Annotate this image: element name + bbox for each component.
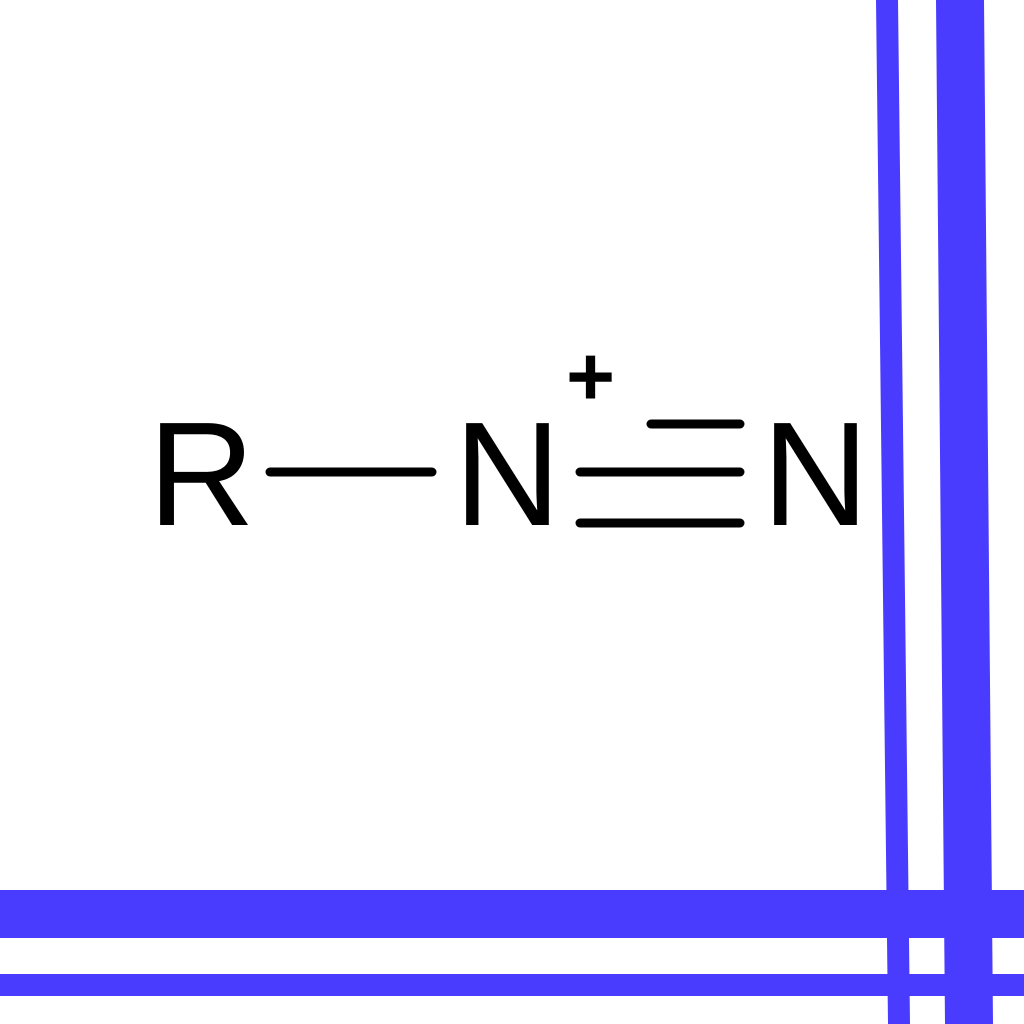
atom-n1-label: N	[454, 392, 561, 557]
triple-bond-n-n	[580, 424, 740, 523]
frame-horizontal-thin	[0, 974, 1024, 996]
atom-n2-label: N	[762, 392, 869, 557]
frame-vertical-thick	[936, 0, 993, 1024]
positive-charge-label: +	[566, 329, 615, 423]
frame-horizontal-thick	[0, 890, 1024, 938]
frame-vertical-thin	[876, 0, 910, 1024]
atom-r-label: R	[148, 392, 255, 557]
